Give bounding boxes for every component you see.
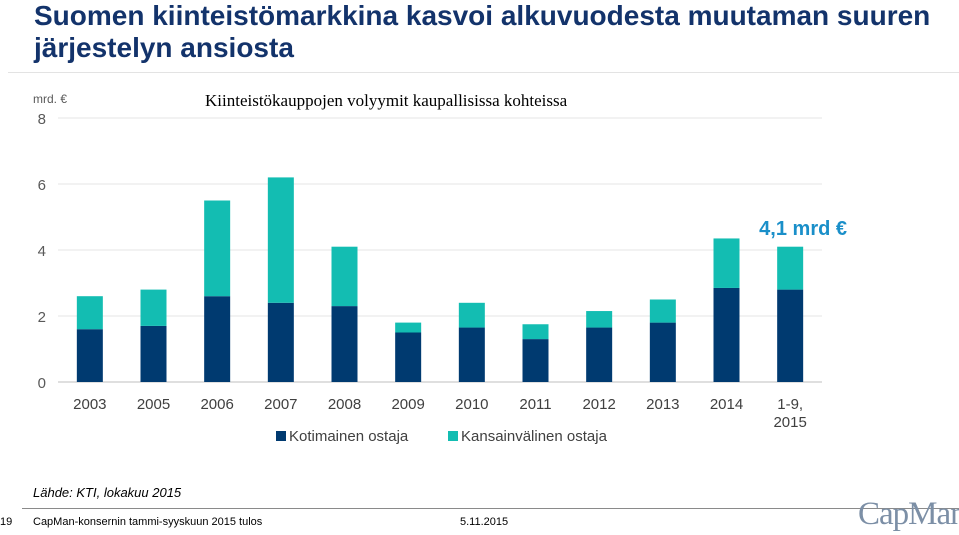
y-tick-label: 6 [38, 177, 46, 194]
bar-domestic [267, 302, 294, 382]
x-tick-label: 2010 [455, 396, 488, 413]
stacked-bar-chart: mrd. € Kiinteistökauppojen volyymit kaup… [33, 91, 847, 445]
y-tick-label: 8 [38, 111, 46, 128]
bar-international [713, 238, 740, 288]
bar-domestic [76, 329, 103, 382]
bar-international [458, 302, 485, 328]
legend-swatch [448, 431, 458, 441]
bar-international [204, 200, 231, 297]
chart-title: Kiinteistökauppojen volyymit kaupallisis… [205, 91, 568, 110]
slide-title: Suomen kiinteistömarkkina kasvoi alkuvuo… [34, 0, 931, 63]
y-tick-label: 2 [38, 309, 46, 326]
bar-domestic [522, 339, 549, 382]
bar-domestic [458, 327, 485, 382]
legend-label: Kotimainen ostaja [289, 428, 409, 445]
bar-domestic [331, 306, 358, 382]
bar-domestic [586, 327, 613, 382]
footer-text: CapMan-konsernin tammi-syyskuun 2015 tul… [33, 516, 263, 528]
bar-international [331, 246, 358, 307]
page-number: 19 [0, 516, 13, 528]
x-tick-label: 2006 [200, 396, 233, 413]
bar-international [649, 299, 676, 323]
bar-international [522, 324, 549, 340]
y-tick-label: 0 [38, 375, 46, 392]
capman-logo: CapMan [858, 496, 959, 532]
bar-domestic [395, 332, 422, 382]
y-tick-label: 4 [38, 243, 46, 260]
x-tick-label: 2014 [710, 396, 743, 413]
legend-label: Kansainvälinen ostaja [461, 428, 608, 445]
x-tick-label: 1-9, [777, 396, 803, 413]
legend: Kotimainen ostaja Kansainvälinen ostaja [276, 428, 608, 445]
bar-domestic [713, 287, 740, 382]
bar-international [76, 296, 103, 330]
total-callout: 4,1 mrd € [759, 218, 847, 240]
gridlines [58, 117, 822, 383]
title-divider [8, 72, 959, 73]
x-tick-label: 2009 [391, 396, 424, 413]
x-tick-label: 2013 [646, 396, 679, 413]
bars [76, 177, 804, 382]
x-axis-ticks: 2003 2005 2006 2007 2008 2009 2010 2011 2012 2013… [73, 396, 807, 431]
x-tick-label: 2005 [137, 396, 170, 413]
bar-domestic [777, 289, 804, 382]
bar-domestic [140, 325, 167, 382]
bar-international [140, 289, 167, 326]
x-tick-label: 2007 [264, 396, 297, 413]
bar-domestic [204, 296, 231, 382]
x-tick-label: 2008 [328, 396, 361, 413]
x-tick-label: 2015 [773, 414, 806, 431]
x-tick-label: 2012 [582, 396, 615, 413]
bar-international [586, 311, 613, 328]
x-tick-label: 2011 [519, 396, 551, 413]
bar-international [395, 322, 422, 333]
bar-international [777, 246, 804, 290]
footer-divider [22, 508, 959, 509]
bar-international [267, 177, 294, 303]
bar-domestic [649, 322, 676, 382]
y-axis-unit-label: mrd. € [33, 92, 67, 106]
y-axis-ticks: 0 2 4 6 8 [38, 111, 46, 392]
footer-date: 5.11.2015 [460, 516, 509, 528]
source-note: Lähde: KTI, lokakuu 2015 [33, 485, 182, 500]
x-tick-label: 2003 [73, 396, 106, 413]
legend-swatch [276, 431, 286, 441]
